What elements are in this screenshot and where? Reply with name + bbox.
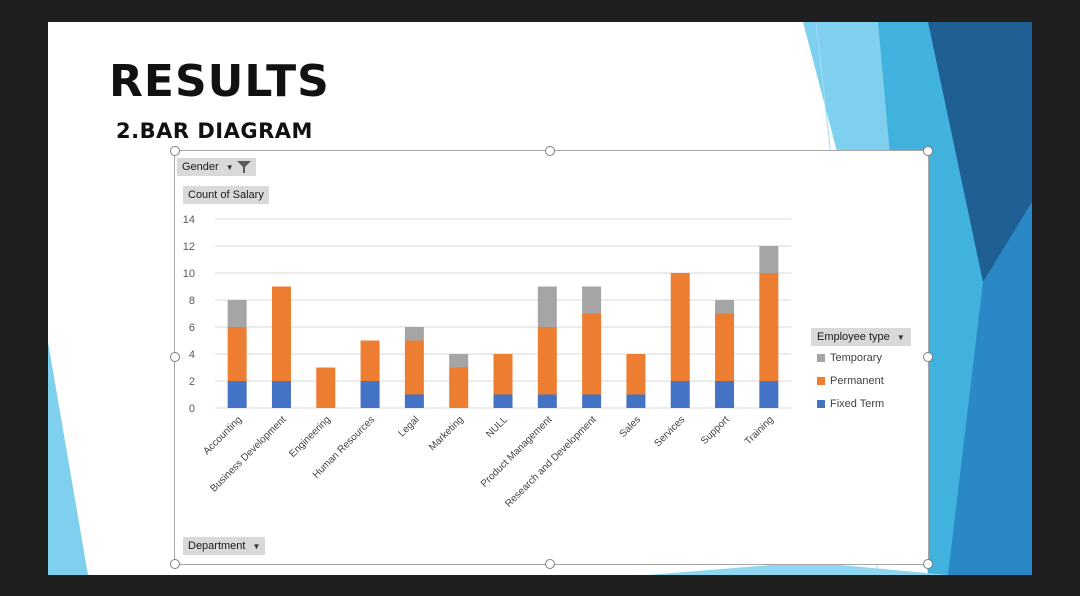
bar-segment[interactable] [537,327,557,395]
legend-items: Temporary Permanent Fixed Term [811,346,921,415]
bar-segment[interactable] [759,381,779,408]
bar-segment[interactable] [227,381,247,408]
x-tick-label: Sales [618,414,643,439]
filter-funnel-icon [236,161,251,174]
bar-segment[interactable] [493,354,513,395]
x-tick-label: Accounting [202,414,245,457]
bar-segment[interactable] [759,273,779,381]
dropdown-arrow-icon: ▼ [225,163,234,172]
y-tick-label: 12 [183,241,195,253]
legend-label: Permanent [830,374,884,387]
deco-triangle-bottom [648,562,948,575]
resize-handle-top-right[interactable] [923,146,933,156]
count-of-salary-label[interactable]: Count of Salary [183,186,269,204]
legend-swatch [817,353,825,362]
legend-swatch [817,399,825,408]
x-tick-label: Engineering [287,414,333,460]
bar-segment[interactable] [715,300,735,314]
resize-handle-top[interactable] [545,146,555,156]
legend-label: Fixed Term [830,397,885,410]
gender-filter-button[interactable]: Gender ▼ [177,158,256,176]
department-axis-button[interactable]: Department ▼ [183,537,266,555]
bar-segment[interactable] [493,394,513,409]
bar-segment[interactable] [759,246,779,273]
deco-triangle-deep [948,202,1032,575]
y-tick-label: 0 [189,403,195,415]
resize-handle-bottom-right[interactable] [923,559,933,569]
bar-segment[interactable] [670,381,690,408]
resize-handle-bottom-left[interactable] [170,559,180,569]
legend: Employee type ▼ Temporary Permanent Fixed … [811,327,921,415]
resize-handle-right[interactable] [923,352,933,362]
bar-segment[interactable] [227,327,247,381]
legend-item[interactable]: Temporary [817,346,921,369]
bar-segment[interactable] [404,340,424,395]
y-tick-label: 2 [189,376,195,388]
bar-segment[interactable] [316,367,336,409]
bar-segment[interactable] [227,300,247,327]
value-field-label: Count of Salary [188,189,264,201]
bar-segment[interactable] [582,313,602,395]
x-tick-label: Support [699,414,732,447]
department-field-label: Department [188,540,246,552]
chart-frame[interactable]: 0 2 4 6 8 10 12 14 Accounting Business Developmen… [170,146,933,569]
y-tick-label: 14 [183,214,195,226]
bar-segment[interactable] [404,327,424,341]
bar-segment[interactable] [271,381,291,408]
bar-segment[interactable] [626,354,646,395]
bar-segment[interactable] [360,340,380,382]
bar-segment[interactable] [626,394,646,409]
gender-filter-label: Gender [182,161,219,173]
x-tick-label: Training [743,414,776,447]
x-tick-label: Marketing [427,414,466,453]
slide-subtitle: 2.BAR DIAGRAM [116,119,313,143]
bar-segment[interactable] [582,394,602,409]
legend-item[interactable]: Fixed Term [817,392,921,415]
bar-segment[interactable] [537,286,557,328]
bar-segment[interactable] [715,313,735,382]
dropdown-arrow-icon: ▼ [896,333,905,342]
bar-segment[interactable] [271,286,291,382]
dropdown-arrow-icon: ▼ [252,542,261,551]
deco-triangle-left [48,342,88,575]
x-tick-label: Legal [396,414,421,439]
bar-segment[interactable] [360,381,380,408]
legend-item[interactable]: Permanent [817,369,921,392]
employee-type-button[interactable]: Employee type ▼ [811,328,911,346]
bar-segment[interactable] [715,381,735,408]
bar-segment[interactable] [404,394,424,409]
bar-segment[interactable] [670,273,690,381]
bar-segment[interactable] [449,354,469,368]
x-tick-label: NULL [484,414,510,440]
slide: RESULTS 2.BAR DIAGRAM 0 2 4 6 8 10 12 14 Account… [48,22,1032,575]
y-tick-label: 8 [189,295,195,307]
x-tick-label: Business Development [208,414,288,494]
resize-handle-top-left[interactable] [170,146,180,156]
legend-label: Temporary [830,351,882,364]
legend-swatch [817,376,825,385]
bar-segment[interactable] [537,394,557,409]
x-tick-label: Research and Development [503,414,599,510]
slide-title: RESULTS [109,56,330,107]
bar-segment[interactable] [449,367,469,409]
y-tick-label: 10 [183,268,195,280]
y-tick-label: 4 [189,349,195,361]
bar-segment[interactable] [582,286,602,314]
resize-handle-bottom[interactable] [545,559,555,569]
y-tick-label: 6 [189,322,195,334]
legend-field-label: Employee type [817,331,890,343]
x-tick-label: Services [652,414,687,449]
resize-handle-left[interactable] [170,352,180,362]
